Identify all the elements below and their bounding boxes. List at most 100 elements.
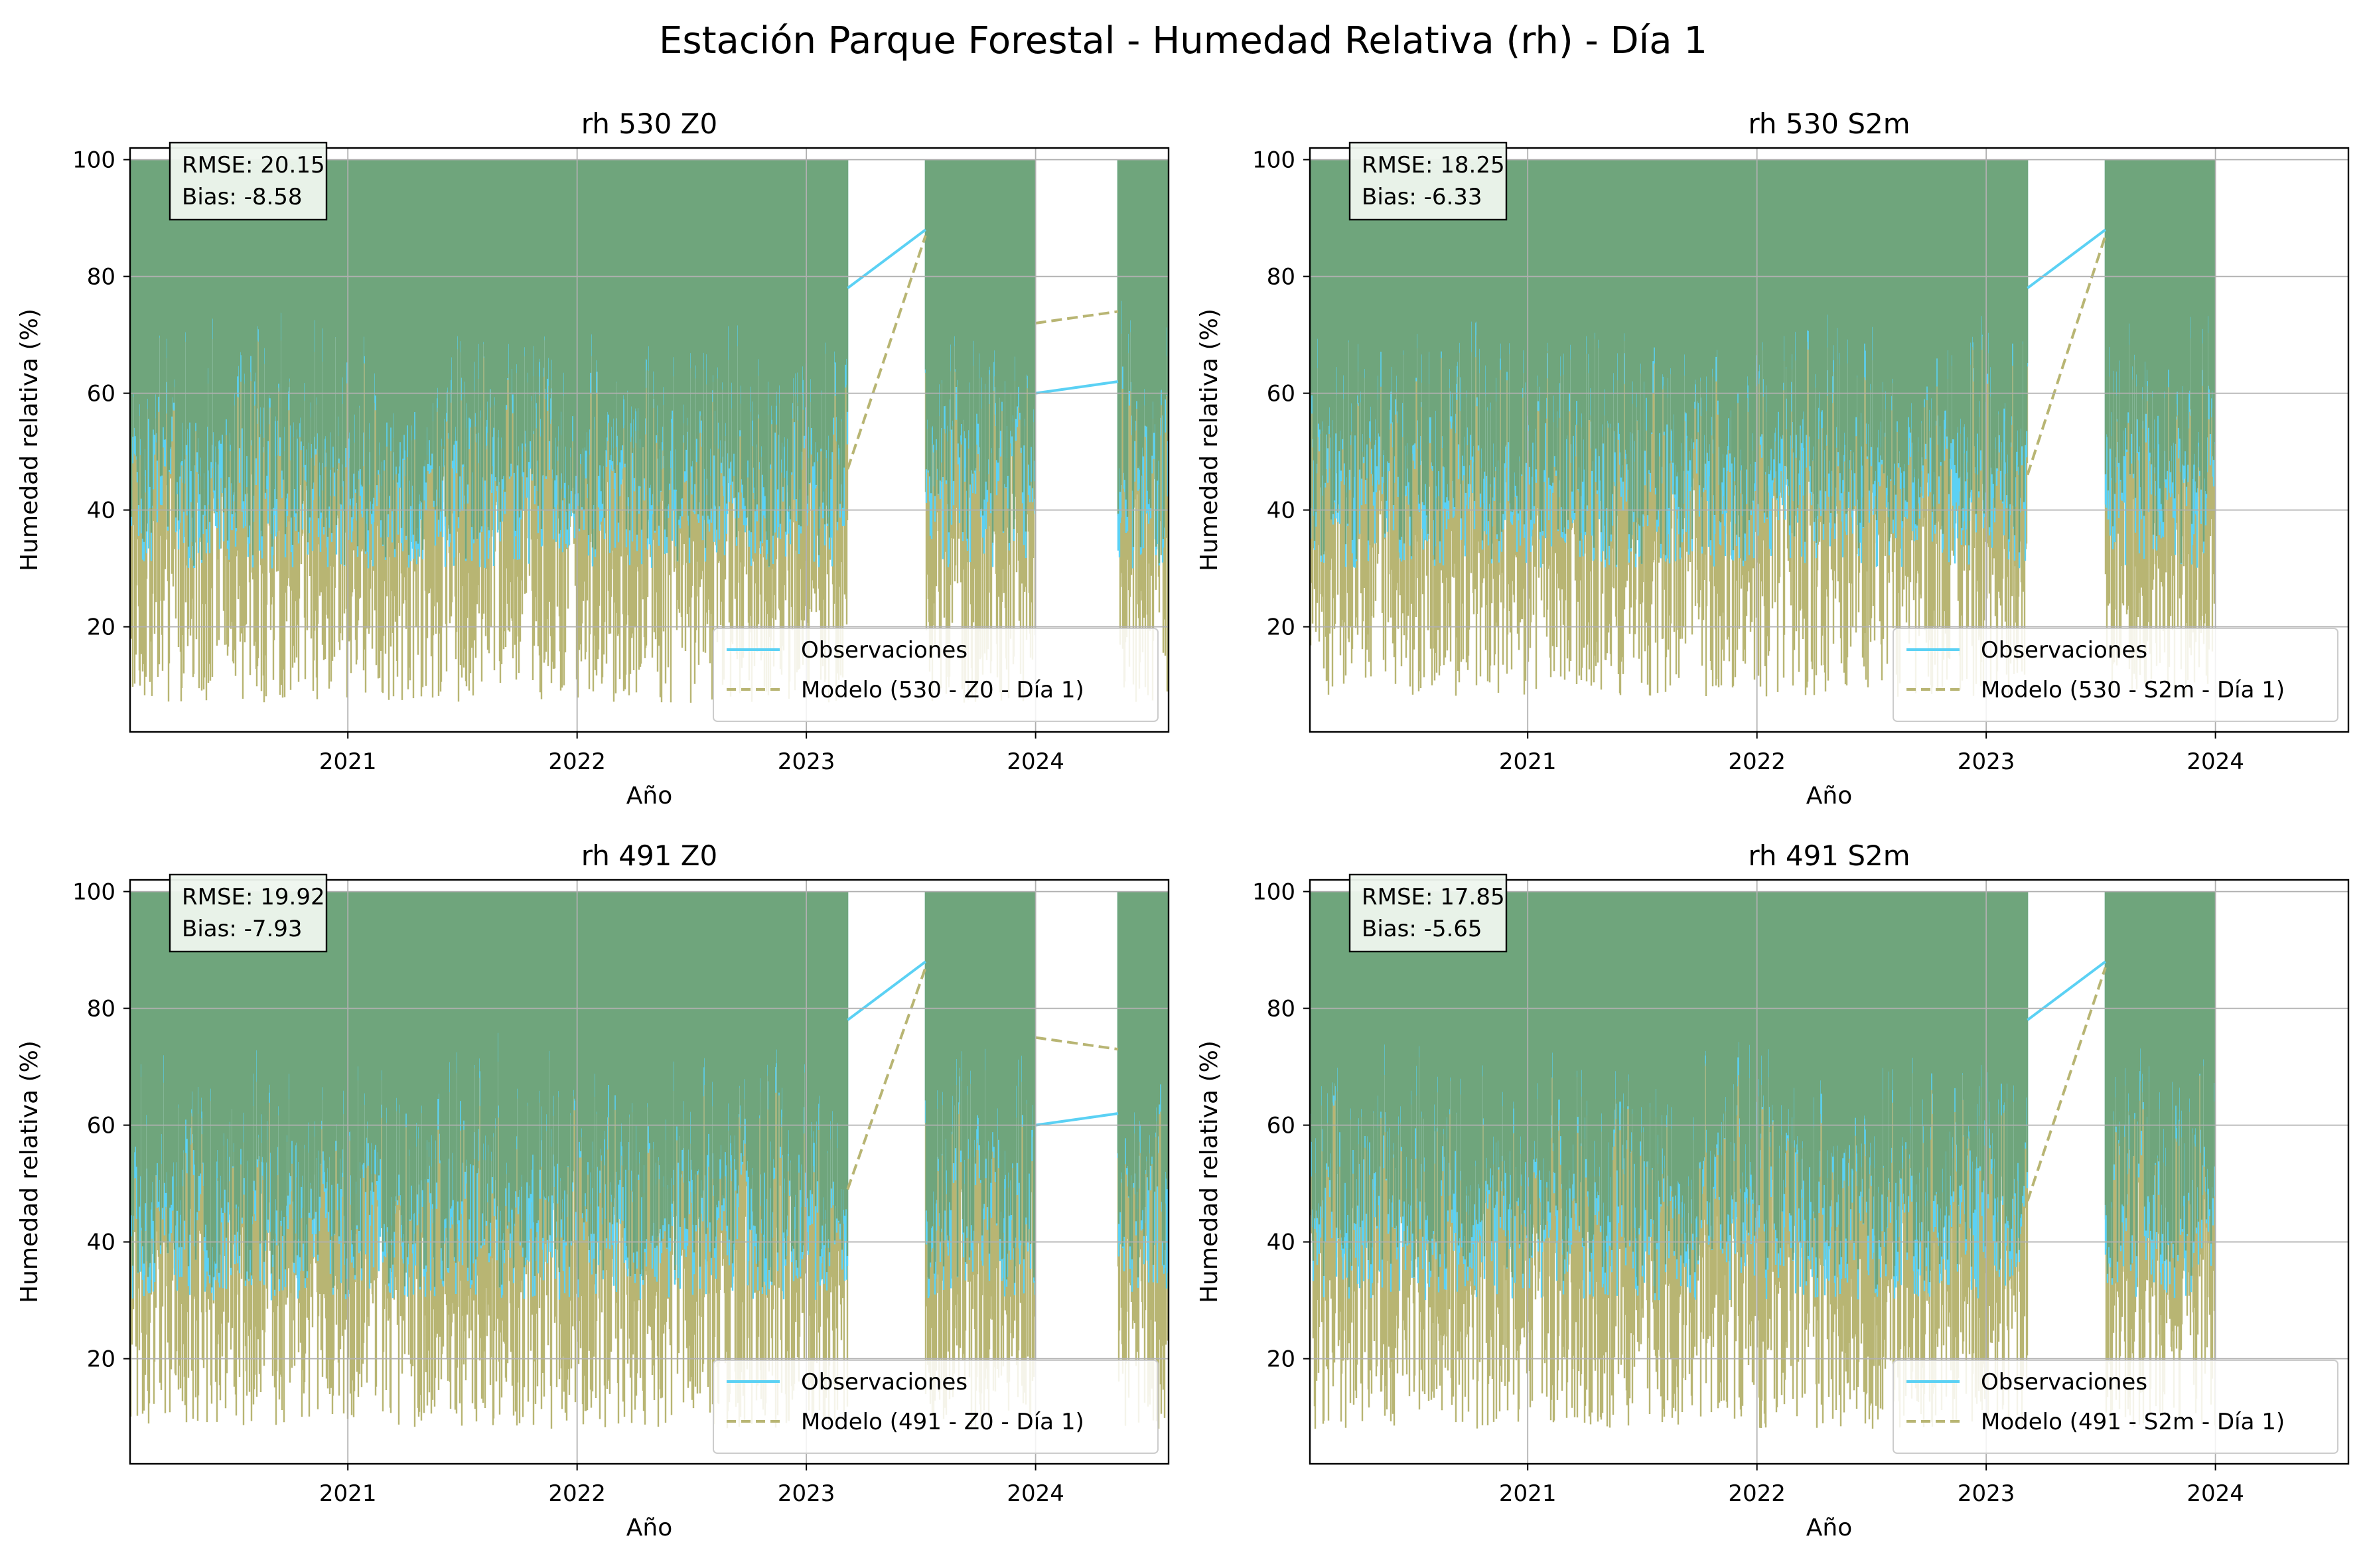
legend: Observaciones Modelo (530 - S2m - Día 1) [1893, 628, 2338, 722]
axes-frame [129, 879, 1170, 1465]
x-tick-label: 2024 [2187, 748, 2244, 775]
x-tick-label: 2021 [1499, 1480, 1557, 1507]
stats-rmse: RMSE: 19.92 [182, 884, 325, 910]
x-tick-label: 2023 [778, 1480, 835, 1507]
y-tick-label: 80 [87, 264, 115, 291]
legend: Observaciones Modelo (530 - Z0 - Día 1) [713, 628, 1159, 722]
series-overlap-trace [130, 891, 1169, 1295]
data-layer [1310, 891, 2216, 1429]
subplot-title: rh 530 Z0 [581, 107, 718, 140]
stats-box-frame [169, 141, 328, 221]
y-axis-label: Humedad relativa (%) [1196, 1040, 1223, 1303]
x-axis-label: Año [1806, 782, 1852, 810]
y-tick-label: 20 [1267, 614, 1295, 641]
subplot-title: rh 491 Z0 [581, 839, 718, 872]
subplot-title: rh 530 S2m [1748, 107, 1910, 140]
x-tick-label: 2024 [1007, 1480, 1064, 1507]
subplot-title: rh 491 S2m [1748, 839, 1910, 872]
x-tick-label: 2023 [1958, 748, 2015, 775]
series-overlap-trace [1310, 159, 2216, 565]
x-tick-label: 2024 [1007, 748, 1064, 775]
x-tick-label: 2022 [1728, 1480, 1786, 1507]
y-tick-label: 20 [87, 1346, 115, 1373]
stats-box: RMSE: 19.92 Bias: -7.93 [169, 873, 328, 953]
data-layer [1310, 159, 2216, 697]
stats-box: RMSE: 17.85 Bias: -5.65 [1348, 873, 1508, 953]
subplots: 2021 2022 2023 2024 20 40 60 80 100 rh 530 Z0 Año H… [16, 107, 2350, 1541]
y-tick-label: 40 [87, 1230, 115, 1256]
legend-frame [713, 1360, 1159, 1454]
y-tick-label: 100 [72, 147, 115, 174]
legend-label-model: Modelo (530 - S2m - Día 1) [1981, 677, 2285, 703]
stats-rmse: RMSE: 18.25 [1362, 152, 1505, 178]
observations-gap-line-1 [847, 960, 926, 1021]
legend: Observaciones Modelo (491 - Z0 - Día 1) [713, 1360, 1159, 1454]
legend-frame [1893, 1360, 2338, 1454]
legend-frame [1893, 628, 2338, 722]
data-layer [130, 891, 1169, 1429]
y-tick-label: 40 [87, 498, 115, 524]
y-tick-label: 60 [1267, 1113, 1295, 1139]
legend-label-model: Modelo (491 - Z0 - Día 1) [801, 1409, 1084, 1435]
subplot-2: 2021 2022 2023 2024 20 40 60 80 100 rh 530 S2m Año… [1196, 107, 2350, 810]
data-layer [130, 159, 1169, 703]
axes-frame [129, 147, 1170, 733]
stats-rmse: RMSE: 20.15 [182, 152, 325, 178]
stats-bias: Bias: -6.33 [1362, 184, 1482, 210]
legend-label-observations: Observaciones [1981, 1369, 2147, 1395]
observations-gap-line-1 [2027, 960, 2106, 1021]
axes-frame [1309, 147, 2350, 733]
y-tick-label: 80 [1267, 996, 1295, 1023]
x-tick-label: 2024 [2187, 1480, 2244, 1507]
model-gap-line-1 [846, 967, 927, 1190]
stats-box: RMSE: 18.25 Bias: -6.33 [1348, 141, 1508, 221]
model-gap-line-1 [2026, 235, 2107, 476]
subplot-4: 2021 2022 2023 2024 20 40 60 80 100 rh 491 S2m Año… [1196, 839, 2350, 1541]
x-tick-label: 2022 [548, 1480, 606, 1507]
grid [130, 148, 1169, 732]
x-axis-label: Año [626, 1514, 672, 1541]
legend: Observaciones Modelo (491 - S2m - Día 1) [1893, 1360, 2338, 1454]
y-tick-label: 40 [1267, 498, 1295, 524]
stats-bias: Bias: -7.93 [182, 916, 303, 942]
series-overlap-trace [130, 159, 1169, 567]
x-axis-label: Año [1806, 1514, 1852, 1541]
y-tick-label: 20 [1267, 1346, 1295, 1373]
x-tick-label: 2021 [1499, 748, 1557, 775]
legend-label-model: Modelo (530 - Z0 - Día 1) [801, 677, 1084, 703]
y-tick-label: 80 [87, 996, 115, 1023]
x-tick-label: 2023 [1958, 1480, 2015, 1507]
observations-gap-line-1 [2027, 228, 2106, 289]
observations-gap-line-2 [1035, 1112, 1119, 1127]
y-tick-label: 100 [1252, 879, 1295, 906]
legend-frame [713, 628, 1159, 722]
y-tick-label: 100 [72, 879, 115, 906]
axes-frame [1309, 879, 2350, 1465]
y-tick-label: 80 [1267, 264, 1295, 291]
model-gap-line-2 [1035, 310, 1119, 324]
grid [1310, 880, 2348, 1464]
y-tick-label: 60 [1267, 381, 1295, 407]
y-tick-label: 60 [87, 1113, 115, 1139]
series-overlap-trace [1310, 891, 2216, 1293]
stats-box-frame [169, 873, 328, 953]
y-tick-label: 40 [1267, 1230, 1295, 1256]
stats-rmse: RMSE: 17.85 [1362, 884, 1505, 910]
x-tick-label: 2022 [1728, 748, 1786, 775]
model-gap-line-1 [2026, 967, 2107, 1202]
stats-box: RMSE: 20.15 Bias: -8.58 [169, 141, 328, 221]
y-axis-label: Humedad relativa (%) [1196, 309, 1223, 571]
legend-label-observations: Observaciones [801, 637, 968, 664]
legend-label-observations: Observaciones [801, 1369, 968, 1395]
x-tick-label: 2022 [548, 748, 606, 775]
y-tick-label: 100 [1252, 147, 1295, 174]
subplot-1: 2021 2022 2023 2024 20 40 60 80 100 rh 530 Z0 Año H… [16, 107, 1170, 810]
x-tick-label: 2023 [778, 748, 835, 775]
observations-gap-line-2 [1035, 380, 1119, 395]
stats-bias: Bias: -5.65 [1362, 916, 1482, 942]
y-axis-label: Humedad relativa (%) [16, 1040, 43, 1303]
x-tick-label: 2021 [319, 748, 377, 775]
stats-box-frame [1348, 873, 1508, 953]
x-axis-label: Año [626, 782, 672, 810]
